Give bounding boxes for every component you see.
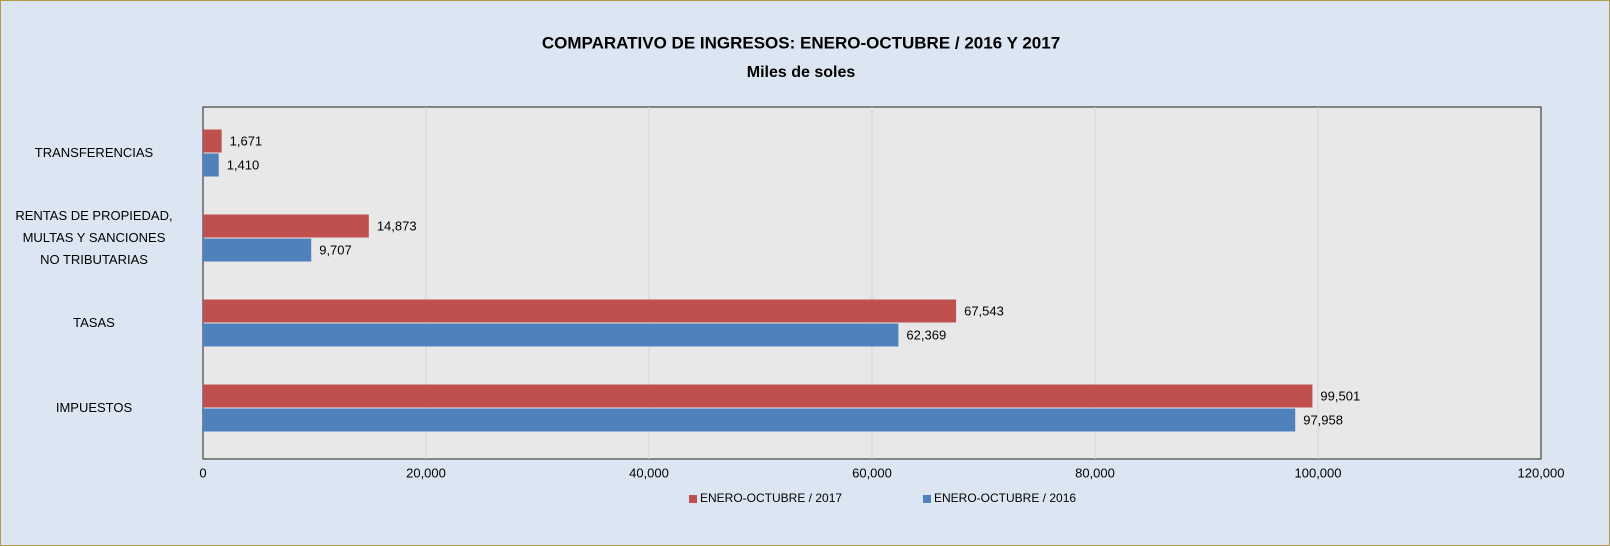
- value-label: 62,369: [906, 327, 946, 342]
- legend-swatch: [689, 495, 697, 503]
- chart-title: COMPARATIVO DE INGRESOS: ENERO-OCTUBRE /…: [542, 33, 1060, 52]
- bar: [203, 153, 219, 177]
- value-label: 1,671: [230, 133, 263, 148]
- x-tick-label: 100,000: [1295, 465, 1342, 480]
- x-tick-label: 40,000: [629, 465, 669, 480]
- bar: [203, 384, 1313, 408]
- y-tick-label: TASAS: [73, 315, 115, 330]
- x-tick-label: 120,000: [1518, 465, 1565, 480]
- bar: [203, 323, 899, 347]
- x-tick-label: 60,000: [852, 465, 892, 480]
- x-tick-label: 80,000: [1075, 465, 1115, 480]
- value-label: 1,410: [227, 157, 260, 172]
- x-tick-label: 0: [199, 465, 206, 480]
- value-label: 9,707: [319, 242, 352, 257]
- legend-swatch: [923, 495, 931, 503]
- y-tick-label: IMPUESTOS: [55, 400, 133, 415]
- legend-label: ENERO-OCTUBRE / 2017: [700, 491, 842, 505]
- x-tick-label: 20,000: [406, 465, 446, 480]
- bar: [203, 129, 222, 153]
- value-label: 14,873: [377, 218, 417, 233]
- chart-subtitle: Miles de soles: [747, 64, 856, 81]
- value-label: 99,501: [1320, 388, 1360, 403]
- bar: [203, 238, 312, 262]
- legend-label: ENERO-OCTUBRE / 2016: [934, 491, 1076, 505]
- bar: [203, 299, 957, 323]
- y-tick-label: RENTAS DE PROPIEDAD, MULTAS Y SANCIONES …: [15, 208, 173, 267]
- value-label: 97,958: [1303, 412, 1343, 427]
- bar: [203, 214, 369, 238]
- bar: [203, 408, 1296, 432]
- value-label: 67,543: [964, 303, 1004, 318]
- y-tick-label: TRANSFERENCIAS: [34, 145, 154, 160]
